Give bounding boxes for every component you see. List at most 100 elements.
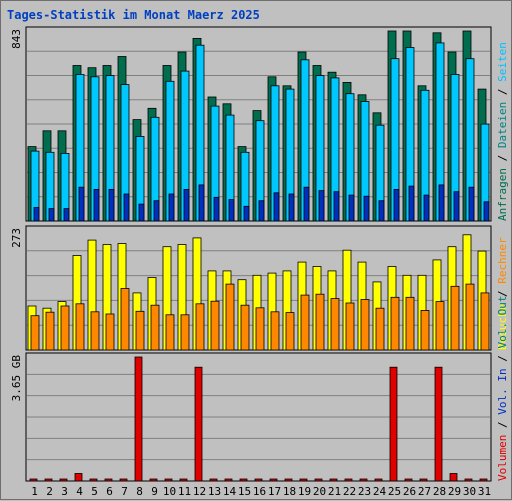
bar-rechner-day-24	[375, 307, 385, 351]
x-tick-label-day-14: 14	[223, 485, 237, 498]
bar-volumen-day-16	[254, 478, 263, 482]
bar-rechner-day-4	[75, 303, 85, 351]
x-tick-label-day-22: 22	[343, 485, 356, 498]
bar-seiten-day-7	[123, 193, 130, 222]
bar-volumen-day-30	[464, 478, 473, 482]
bar-volumen-day-29	[449, 473, 458, 482]
x-tick-label-day-23: 23	[358, 485, 371, 498]
bar-rechner-day-7	[120, 288, 130, 351]
x-tick-label-day-17: 17	[268, 485, 281, 498]
bar-seiten-day-20	[318, 190, 325, 222]
x-tick-label-day-16: 16	[253, 485, 266, 498]
bar-volumen-day-21	[329, 478, 338, 482]
bar-rechner-day-6	[105, 313, 115, 351]
bar-rechner-day-28	[435, 301, 445, 351]
legend-item: Besuche	[496, 304, 509, 350]
bar-seiten-day-12	[198, 184, 205, 222]
bar-rechner-day-12	[195, 303, 205, 351]
x-tick-label-day-28: 28	[433, 485, 446, 498]
bar-volumen-day-15	[239, 478, 248, 482]
x-tick-label-day-6: 6	[106, 485, 113, 498]
bar-rechner-day-1	[30, 315, 40, 351]
bar-seiten-day-27	[423, 194, 430, 222]
bar-volumen-day-25	[389, 366, 398, 482]
x-tick-label-day-27: 27	[418, 485, 431, 498]
bar-rechner-day-10	[165, 314, 175, 351]
bar-seiten-day-24	[378, 200, 385, 222]
bar-seiten-day-23	[363, 195, 370, 222]
bar-rechner-day-16	[255, 307, 265, 351]
panel-bottom-legend: Volumen / Vol. In / Vol. Out	[496, 296, 509, 481]
series-volumen	[29, 356, 488, 482]
x-tick-label-day-8: 8	[136, 485, 143, 498]
bar-rechner-day-14	[225, 283, 235, 351]
bar-seiten-day-5	[93, 188, 100, 222]
chart-title: Tages-Statistik im Monat Maerz 2025	[7, 8, 260, 22]
x-tick-label-day-2: 2	[46, 485, 53, 498]
chart-panels: 843 Anfragen / Dateien / Seiten 273 Besuche…	[10, 26, 509, 482]
panel-bottom: 3.65 GB Volumen / Vol. In / Vol. Out	[10, 296, 509, 482]
x-tick-label-day-10: 10	[163, 485, 176, 498]
legend-separator: /	[496, 82, 509, 102]
bar-seiten-day-31	[483, 201, 490, 222]
bar-volumen-day-31	[479, 478, 488, 482]
bar-seiten-day-29	[453, 191, 460, 222]
x-tick-label-day-13: 13	[208, 485, 221, 498]
bar-seiten-day-14	[228, 199, 235, 222]
bar-rechner-day-8	[135, 310, 145, 351]
legend-separator: /	[496, 415, 509, 435]
bar-volumen-day-6	[104, 478, 113, 482]
series-seiten	[33, 184, 490, 222]
bar-rechner-day-27	[420, 309, 430, 351]
bar-seiten-day-30	[468, 186, 475, 222]
bar-rechner-day-2	[45, 311, 55, 351]
panel-middle: 273 Besuche / Rechner	[10, 225, 509, 351]
bar-volumen-day-2	[44, 478, 53, 482]
bar-seiten-day-19	[303, 186, 310, 222]
bar-seiten-day-26	[408, 185, 415, 222]
bar-rechner-day-26	[405, 296, 415, 351]
legend-item: Volumen	[496, 435, 509, 481]
bar-rechner-day-15	[240, 304, 250, 351]
legend-item: Rechner	[496, 237, 509, 284]
x-tick-label-day-31: 31	[478, 485, 491, 498]
panel-top-ymax-label: 843	[10, 29, 23, 49]
bar-volumen-day-8	[134, 356, 143, 482]
bar-rechner-day-5	[90, 311, 100, 351]
x-tick-label-day-5: 5	[91, 485, 98, 498]
x-tick-label-day-24: 24	[373, 485, 387, 498]
bar-seiten-day-17	[273, 192, 280, 222]
bar-rechner-day-22	[345, 302, 355, 351]
bar-volumen-day-28	[434, 366, 443, 482]
legend-separator: /	[496, 148, 509, 168]
series-rechner	[30, 283, 490, 351]
bar-seiten-day-18	[288, 193, 295, 222]
bar-rechner-day-31	[480, 292, 490, 351]
bar-volumen-day-17	[269, 478, 278, 482]
x-tick-label-day-11: 11	[178, 485, 191, 498]
legend-item: Anfragen	[496, 168, 509, 221]
x-tick-label-day-1: 1	[31, 485, 38, 498]
bar-seiten-day-22	[348, 194, 355, 222]
x-tick-label-day-19: 19	[298, 485, 311, 498]
bar-rechner-day-21	[330, 298, 340, 351]
bar-seiten-day-8	[138, 203, 145, 222]
bar-volumen-day-18	[284, 478, 293, 482]
bar-seiten-day-3	[63, 208, 70, 222]
bar-rechner-day-25	[390, 296, 400, 351]
bar-volumen-day-7	[119, 478, 128, 482]
bar-seiten-day-10	[168, 193, 175, 222]
bar-volumen-day-19	[299, 478, 308, 482]
bar-rechner-day-20	[315, 293, 325, 351]
bar-seiten-day-2	[48, 208, 55, 222]
bar-volumen-day-12	[194, 366, 203, 482]
bar-volumen-day-5	[89, 478, 98, 482]
bar-seiten-day-21	[333, 191, 340, 222]
bar-rechner-day-18	[285, 312, 295, 351]
legend-item: Dateien	[496, 102, 509, 148]
bar-rechner-day-11	[180, 314, 190, 351]
bar-volumen-day-3	[59, 478, 68, 482]
panel-middle-legend: Besuche / Rechner	[496, 237, 509, 350]
panel-top: 843 Anfragen / Dateien / Seiten	[10, 26, 509, 222]
